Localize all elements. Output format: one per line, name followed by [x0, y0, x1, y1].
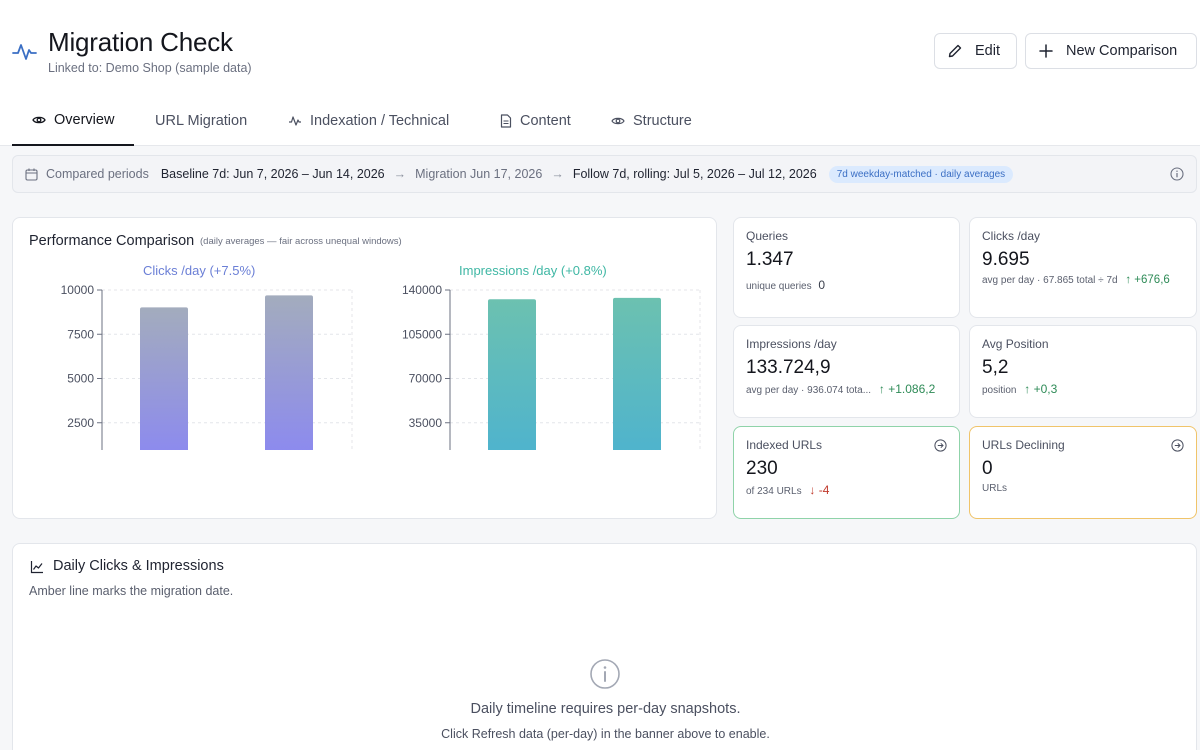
- clicks-sub-text: avg per day · 67.865 total ÷ 7d: [982, 275, 1118, 286]
- eye-icon: [611, 117, 625, 125]
- clicks-chart-title: Clicks /day (+7.5%): [143, 263, 256, 278]
- indexed-sub-text: of 234 URLs: [746, 486, 802, 497]
- clicks-label: Clicks /day: [982, 229, 1041, 243]
- declining-label: URLs Declining: [982, 438, 1065, 452]
- new-comparison-button[interactable]: New Comparison: [1025, 33, 1197, 69]
- bar-follow-day: [265, 295, 313, 450]
- calendar-icon: [25, 168, 38, 181]
- y-tick-label: 5000: [67, 372, 94, 386]
- performance-title: Performance Comparison: [29, 233, 195, 249]
- arrow-circle-right-icon[interactable]: [934, 439, 947, 452]
- clicks-per-day-card[interactable]: Clicks /day 9.695 avg per day · 67.865 t…: [969, 217, 1197, 318]
- clicks-delta: ↑ +676,6: [1125, 274, 1170, 286]
- tab-indexation-label: Indexation / Technical: [310, 113, 450, 129]
- y-tick-label: 10000: [61, 283, 95, 297]
- declining-value: 0: [982, 458, 993, 479]
- compared-periods-bar: Compared periods Baseline 7d: Jun 7, 202…: [12, 155, 1197, 193]
- y-tick-label: 70000: [409, 372, 443, 386]
- avg-position-value: 5,2: [982, 357, 1009, 378]
- plus-icon: [1039, 44, 1053, 58]
- queries-card[interactable]: Queries 1.347 unique queries 0: [733, 217, 960, 318]
- linked-property: Linked to: Demo Shop (sample data): [48, 61, 252, 75]
- impressions-delta: ↑ +1.086,2: [878, 382, 936, 396]
- clicks-bar-chart: 025005000750010000Baseline /dayFollow /d…: [61, 283, 353, 450]
- queries-sub-text: unique queries: [746, 281, 812, 292]
- avg-position-card[interactable]: Avg Position 5,2 position ↑ +0,3: [969, 325, 1197, 418]
- period-mode-badge: 7d weekday-matched · daily averages: [828, 165, 1014, 183]
- indexed-sub: of 234 URLs ↓ -4: [746, 483, 829, 497]
- daily-timeline-card: Daily Clicks & Impressions Amber line ma…: [12, 543, 1197, 750]
- pencil-icon: [948, 44, 962, 58]
- queries-value: 1.347: [746, 249, 794, 270]
- urls-declining-card[interactable]: URLs Declining 0 URLs: [969, 426, 1197, 519]
- activity-icon: [289, 116, 301, 126]
- line-chart-icon: [30, 561, 43, 574]
- y-tick-label: 35000: [409, 416, 443, 430]
- declining-sub: URLs: [982, 483, 1008, 494]
- y-tick-label: 105000: [402, 327, 442, 341]
- daily-title: Daily Clicks & Impressions: [53, 558, 224, 574]
- bar-baseline-day: [140, 307, 188, 450]
- document-icon: [500, 114, 512, 128]
- tab-bar: Overview URL Migration Indexation / Tech…: [0, 96, 1200, 146]
- impressions-value: 133.724,9: [746, 357, 831, 378]
- page-header: Migration Check Linked to: Demo Shop (sa…: [0, 0, 1200, 96]
- indexed-delta: ↓ -4: [809, 483, 830, 497]
- bar-follow-day: [613, 297, 661, 450]
- info-icon: [590, 659, 620, 689]
- info-icon[interactable]: [1170, 167, 1184, 181]
- tab-structure[interactable]: Structure: [611, 96, 692, 146]
- arrow-right-icon: →: [393, 167, 407, 181]
- tab-url-migration[interactable]: URL Migration: [155, 96, 247, 146]
- impressions-per-day-card[interactable]: Impressions /day 133.724,9 avg per day ·…: [733, 325, 960, 418]
- impressions-sub: avg per day · 936.074 tota... ↑ +1.086,2: [746, 382, 935, 396]
- impressions-label: Impressions /day: [746, 337, 837, 351]
- avg-position-sub: position ↑ +0,3: [982, 382, 1057, 396]
- tab-content[interactable]: Content: [500, 96, 571, 146]
- tab-overview-label: Overview: [54, 112, 115, 128]
- impressions-bar-chart: 03500070000105000140000Baseline /dayFoll…: [402, 283, 701, 450]
- arrow-right-icon: →: [551, 167, 564, 181]
- empty-state-title: Daily timeline requires per-day snapshot…: [470, 701, 741, 717]
- periods-label: Compared periods: [46, 167, 149, 181]
- y-tick-label: 2500: [67, 416, 94, 430]
- arrow-circle-right-icon[interactable]: [1171, 439, 1184, 452]
- tab-url-migration-label: URL Migration: [155, 113, 248, 129]
- daily-subtitle: Amber line marks the migration date.: [29, 584, 234, 598]
- bar-baseline-day: [488, 299, 536, 450]
- tab-structure-label: Structure: [633, 113, 692, 129]
- performance-comparison-card: Performance Comparison (daily averages —…: [12, 217, 717, 519]
- indexed-value: 230: [746, 458, 778, 479]
- y-tick-label: 140000: [402, 283, 442, 297]
- eye-icon: [32, 116, 46, 124]
- follow-period: Follow 7d, rolling: Jul 5, 2026 – Jul 12…: [572, 167, 817, 181]
- queries-label: Queries: [746, 229, 789, 243]
- indexed-urls-card[interactable]: Indexed URLs 230 of 234 URLs ↓ -4: [733, 426, 960, 519]
- tab-indexation-technical[interactable]: Indexation / Technical: [288, 96, 449, 146]
- new-comparison-label: New Comparison: [1066, 43, 1178, 59]
- y-tick-label: 7500: [67, 327, 94, 341]
- clicks-value: 9.695: [982, 249, 1030, 270]
- queries-sub-value: 0: [818, 278, 826, 292]
- impressions-sub-text: avg per day · 936.074 tota...: [746, 385, 872, 396]
- empty-state-subtitle: Click Refresh data (per-day) in the bann…: [441, 727, 770, 741]
- migration-date: Migration Jun 17, 2026: [415, 167, 543, 181]
- avg-position-delta: ↑ +0,3: [1024, 382, 1058, 396]
- activity-logo-icon: [12, 44, 37, 60]
- tab-overview[interactable]: Overview: [12, 96, 135, 146]
- edit-button-label: Edit: [975, 43, 1000, 59]
- queries-sub: unique queries 0: [746, 278, 825, 292]
- clicks-sub: avg per day · 67.865 total ÷ 7d ↑ +676,6: [982, 274, 1170, 286]
- tab-content-label: Content: [520, 113, 571, 129]
- impressions-chart-title: Impressions /day (+0.8%): [459, 263, 607, 278]
- page-title: Migration Check: [48, 27, 233, 57]
- performance-note: (daily averages — fair across unequal wi…: [200, 236, 402, 247]
- avg-position-sub-text: position: [982, 385, 1017, 396]
- baseline-period: Baseline 7d: Jun 7, 2026 – Jun 14, 2026: [160, 167, 385, 181]
- indexed-label: Indexed URLs: [746, 438, 823, 452]
- edit-button[interactable]: Edit: [934, 33, 1017, 69]
- avg-position-label: Avg Position: [982, 337, 1049, 351]
